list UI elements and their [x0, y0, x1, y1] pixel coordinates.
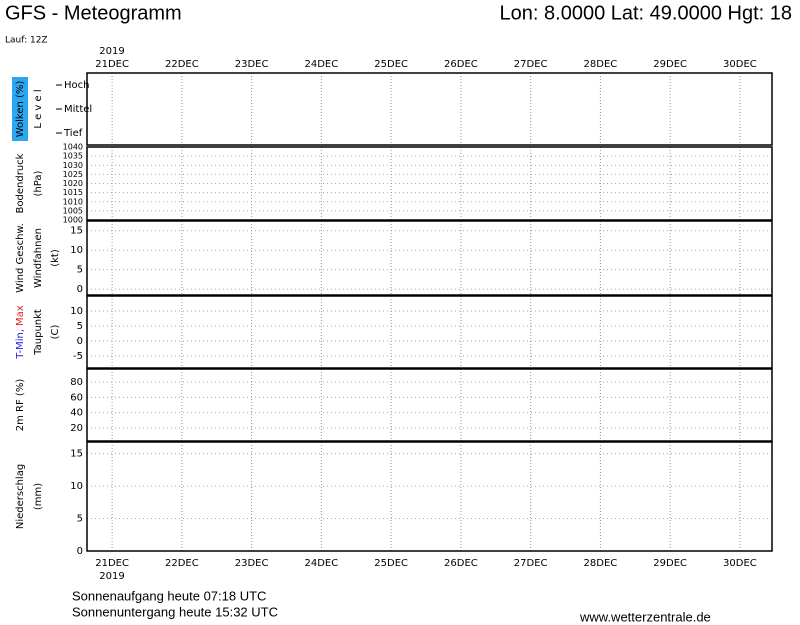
y-tick-label: 0: [77, 336, 83, 347]
y-tick-label: 1030: [63, 161, 83, 170]
y-tick-label: -5: [73, 351, 83, 362]
year-top: 2019: [99, 46, 124, 57]
y-tick-label: 10: [70, 306, 83, 317]
sunrise: Sonnenaufgang heute 07:18 UTC: [72, 588, 266, 603]
x-tick-label-bottom: 22DEC: [165, 558, 199, 569]
x-tick-label-bottom: 26DEC: [444, 558, 478, 569]
panel-bg: [87, 73, 772, 145]
y-tick-label: 5: [77, 265, 83, 276]
x-tick-label-bottom: 24DEC: [305, 558, 339, 569]
x-tick-label-top: 28DEC: [584, 59, 618, 70]
title: GFS - Meteogramm: [5, 2, 182, 24]
panel-bg: [87, 147, 772, 220]
ylabel-bg: [12, 77, 28, 141]
x-tick-label-top: 24DEC: [305, 59, 339, 70]
legend-entry: T-Min,: [15, 329, 26, 360]
run: Lauf: 12Z: [5, 36, 48, 46]
y-tick-label: 1000: [63, 216, 83, 225]
source: www.wetterzentrale.de: [579, 609, 711, 624]
panel-frame: [86, 72, 773, 146]
legend-entry: Max: [15, 305, 26, 326]
panel-frame: [86, 441, 773, 552]
y-tick-label: 1015: [63, 188, 83, 197]
y-axis-label: Wolken (%): [15, 81, 26, 138]
panel-frame: [86, 295, 773, 369]
x-tick-label-bottom: 27DEC: [514, 558, 548, 569]
level-label: L e v e l: [33, 89, 44, 128]
y-tick-label: 5: [77, 321, 83, 332]
x-tick-label-top: 21DEC: [95, 59, 129, 70]
panel-frame: [86, 146, 773, 221]
y-axis-unit: (C): [50, 325, 61, 340]
legend-label: Wind Geschw.: [15, 223, 26, 293]
x-tick-label-bottom: 23DEC: [235, 558, 269, 569]
y-tick-label: 20: [70, 423, 83, 434]
panel-bg: [87, 369, 772, 441]
x-tick-label-top: 23DEC: [235, 59, 269, 70]
x-tick-label-bottom: 21DEC: [95, 558, 129, 569]
x-tick-label-top: 29DEC: [653, 59, 687, 70]
y-tick-label: 1035: [63, 152, 83, 161]
x-tick-label-top: 27DEC: [514, 59, 548, 70]
y-axis-label: Niederschlag: [15, 464, 26, 529]
year-bottom: 2019: [99, 571, 124, 582]
x-tick-label-bottom: 30DEC: [723, 558, 757, 569]
panel-frame: [86, 220, 773, 296]
y-axis-unit: (hPa): [33, 170, 44, 196]
panel-bg: [87, 442, 772, 551]
y-tick-label: 1040: [63, 143, 83, 152]
legend-label: Taupunkt: [33, 309, 44, 356]
legend-label: Windfahnen: [33, 228, 44, 288]
x-tick-label-top: 30DEC: [723, 59, 757, 70]
legend-label: Mittel: [64, 104, 92, 115]
y-tick-label: 15: [70, 226, 83, 237]
y-tick-label: 1005: [63, 206, 83, 215]
y-axis-label: Bodendruck: [15, 153, 26, 213]
x-tick-label-top: 22DEC: [165, 59, 199, 70]
y-tick-label: 60: [70, 392, 83, 403]
y-tick-label: 0: [77, 284, 83, 295]
legend-label: T-Min, Max: [15, 305, 26, 359]
panel-bg: [87, 221, 772, 295]
sunset: Sonnenuntergang heute 15:32 UTC: [72, 604, 278, 619]
y-tick-label: 80: [70, 377, 83, 388]
y-tick-label: 0: [77, 546, 83, 557]
y-tick-label: 5: [77, 514, 83, 525]
legend-label: Tief: [63, 128, 83, 139]
y-tick-label: 15: [70, 449, 83, 460]
x-tick-label-top: 26DEC: [444, 59, 478, 70]
y-axis-label: 2m RF (%): [15, 379, 26, 432]
panel-frame: [86, 368, 773, 442]
y-tick-label: 40: [70, 408, 83, 419]
x-tick-label-bottom: 28DEC: [584, 558, 618, 569]
y-axis-unit: (kt): [50, 249, 61, 267]
y-tick-label: 1020: [63, 179, 83, 188]
x-tick-label-bottom: 25DEC: [374, 558, 408, 569]
y-axis-unit: (mm): [33, 483, 44, 510]
grid: [87, 73, 772, 552]
y-tick-label: 1010: [63, 197, 83, 206]
x-tick-label-top: 25DEC: [374, 59, 408, 70]
y-tick-label: 10: [70, 245, 83, 256]
y-tick-label: 10: [70, 481, 83, 492]
panel-bg: [87, 296, 772, 368]
y-tick-label: 1025: [63, 170, 83, 179]
legend-label: Hoch: [64, 80, 89, 91]
x-tick-label-bottom: 29DEC: [653, 558, 687, 569]
location: Lon: 8.0000 Lat: 49.0000 Hgt: 18: [500, 2, 792, 24]
